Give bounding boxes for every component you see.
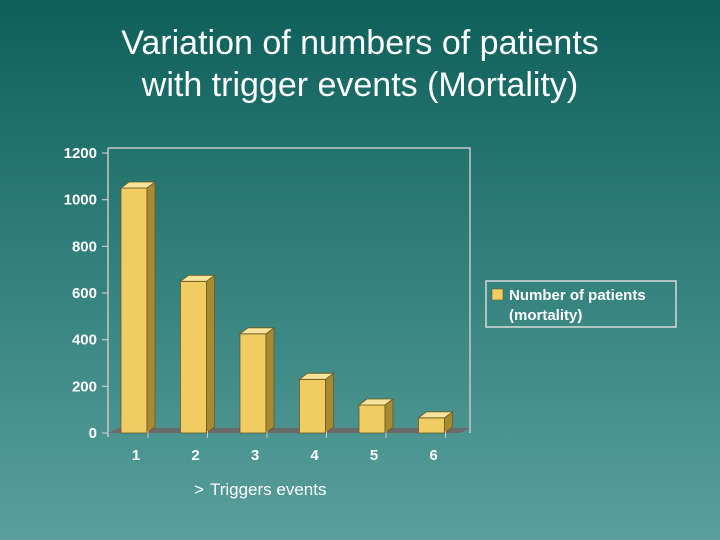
bar-front-6: [418, 417, 445, 434]
bar-top-6: [417, 411, 454, 419]
legend-box: [485, 280, 677, 328]
legend: Number of patients (mortality): [485, 280, 677, 328]
y-tick-label-0: 0: [89, 425, 97, 442]
arrow-bullet: >: [194, 480, 204, 499]
x-tick-label-4: 4: [310, 447, 319, 464]
y-axis-ticks: 0 200 400 600 800 1000 1200: [64, 145, 108, 442]
x-tick-label-6: 6: [429, 447, 437, 464]
bar-5: [357, 398, 395, 434]
legend-swatch: [491, 288, 504, 301]
bar-3: [238, 327, 276, 434]
y-tick-label-5: 1000: [64, 192, 97, 209]
legend-label-line-1: Number of patients: [509, 287, 646, 304]
title-line-1: Variation of numbers of patients: [121, 24, 599, 62]
bars: [119, 181, 454, 434]
x-axis-ticks: 1 2 3 4 5 6: [132, 431, 446, 464]
bar-top-4: [298, 372, 335, 380]
bar-2: [179, 274, 216, 434]
bar-front-5: [358, 404, 386, 434]
bar-front-3: [239, 333, 267, 434]
chart-floor: [108, 428, 470, 433]
x-axis-caption: > Triggers events: [194, 480, 326, 500]
x-tick-label-5: 5: [370, 447, 378, 464]
bar-1: [119, 181, 157, 434]
bar-front-1: [120, 187, 148, 434]
legend-label-line-2: (mortality): [509, 307, 582, 324]
y-tick-label-2: 400: [72, 332, 97, 349]
bar-4: [298, 372, 335, 434]
bar-side-1: [146, 181, 156, 434]
bar-front-2: [180, 280, 207, 434]
x-axis-caption-text: Triggers events: [209, 480, 327, 499]
bar-top-3: [238, 327, 276, 335]
bar-6: [417, 411, 454, 434]
bar-top-5: [357, 398, 395, 406]
bar-top-1: [119, 181, 157, 189]
y-tick-label-4: 800: [72, 238, 97, 255]
x-tick-label-1: 1: [132, 447, 140, 464]
bar-top-2: [179, 274, 216, 282]
plot-border: [108, 147, 471, 433]
y-tick-label-3: 600: [72, 285, 97, 302]
bar-front-4: [299, 378, 326, 434]
plot-frame: [107, 147, 471, 437]
x-tick-label-2: 2: [191, 447, 199, 464]
y-tick-label-1: 200: [72, 378, 97, 395]
y-tick-label-6: 1200: [64, 145, 97, 162]
slide-title: Variation of numbers of patients with tr…: [0, 22, 720, 106]
bar-side-2: [206, 274, 215, 434]
title-line-2: with trigger events (Mortality): [141, 66, 579, 104]
x-tick-label-3: 3: [251, 447, 259, 464]
bar-side-3: [265, 327, 275, 434]
bar-side-4: [325, 372, 334, 434]
